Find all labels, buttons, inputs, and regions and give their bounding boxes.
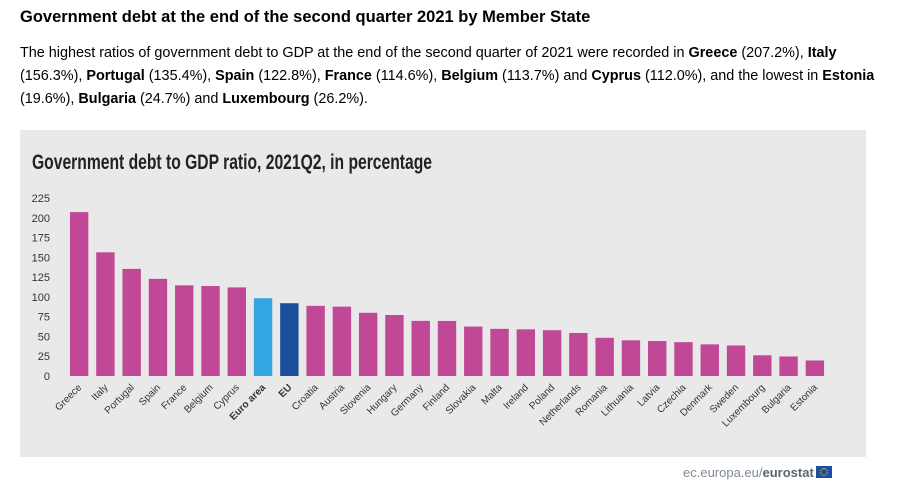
y-tick-label: 125 bbox=[32, 272, 50, 284]
bar-spain bbox=[148, 278, 168, 376]
page-heading: Government debt at the end of the second… bbox=[20, 8, 591, 26]
bars-group bbox=[69, 212, 825, 376]
bar-latvia bbox=[648, 341, 667, 376]
bar-malta bbox=[490, 328, 509, 376]
x-tick-label: EU bbox=[277, 382, 295, 400]
intro-paragraph: The highest ratios of government debt to… bbox=[20, 42, 882, 111]
x-tick-label: Estonia bbox=[789, 382, 821, 414]
bar-lithuania bbox=[621, 340, 641, 376]
x-tick-label: Greece bbox=[53, 382, 84, 413]
bar-germany bbox=[411, 320, 430, 376]
y-tick-label: 100 bbox=[32, 292, 50, 304]
bar-eu bbox=[280, 303, 299, 376]
bar-belgium bbox=[201, 286, 220, 376]
intro-country: Spain bbox=[215, 68, 255, 84]
y-tick-label: 200 bbox=[32, 213, 50, 225]
intro-text: (24.7%) and bbox=[135, 91, 223, 107]
intro-country: Belgium bbox=[441, 68, 499, 84]
x-tick-label: Croatia bbox=[290, 382, 321, 413]
bar-sweden bbox=[726, 345, 746, 376]
bar-austria bbox=[332, 306, 352, 376]
bar-slovenia bbox=[358, 312, 378, 376]
intro-text: The highest ratios of government debt to… bbox=[20, 45, 689, 61]
bar-bulgaria bbox=[779, 356, 798, 376]
bar-romania bbox=[595, 337, 614, 376]
intro-text: (114.6%), bbox=[371, 68, 442, 84]
y-tick-label: 75 bbox=[38, 312, 50, 324]
intro-country: Cyprus bbox=[591, 68, 641, 84]
intro-text: (112.0%), and the lowest in bbox=[640, 68, 823, 84]
intro-text: (135.4%), bbox=[144, 68, 216, 84]
bar-cyprus bbox=[227, 287, 246, 376]
intro-country: Greece bbox=[688, 45, 738, 61]
y-tick-label: 0 bbox=[44, 371, 50, 383]
bar-greece bbox=[69, 212, 89, 376]
bar-netherlands bbox=[569, 332, 588, 376]
bar-euro-area bbox=[253, 298, 273, 376]
bar-hungary bbox=[385, 315, 404, 376]
intro-country: Estonia bbox=[822, 68, 875, 84]
x-tick-label: Ireland bbox=[502, 382, 531, 411]
bar-france bbox=[175, 285, 194, 376]
bar-estonia bbox=[805, 360, 825, 376]
bar-finland bbox=[437, 320, 457, 376]
bar-italy bbox=[96, 252, 115, 376]
y-axis: 0 25 50 75 100 125 150 175 200 225 bbox=[32, 193, 50, 383]
eu-flag-icon bbox=[815, 466, 832, 478]
intro-text: (122.8%), bbox=[254, 68, 325, 84]
intro-text: (113.7%) and bbox=[498, 68, 592, 84]
x-tick-label: Italy bbox=[90, 382, 111, 403]
bar-denmark bbox=[700, 344, 719, 376]
bar-portugal bbox=[122, 268, 141, 376]
intro-country: Luxembourg bbox=[222, 91, 310, 107]
bar-czechia bbox=[674, 342, 693, 376]
intro-text: (207.2%), bbox=[737, 45, 808, 61]
intro-country: France bbox=[324, 68, 372, 84]
y-tick-label: 225 bbox=[32, 193, 50, 205]
intro-country: Bulgaria bbox=[78, 91, 136, 107]
footer-brand: eurostat bbox=[762, 464, 814, 480]
y-tick-label: 25 bbox=[38, 351, 50, 363]
eurostat-footer[interactable]: ec.europa.eu/eurostat bbox=[683, 463, 832, 481]
bar-poland bbox=[542, 330, 562, 376]
intro-text: (19.6%), bbox=[20, 91, 79, 107]
x-tick-label: Belgium bbox=[182, 382, 215, 415]
footer-site: ec.europa.eu/ bbox=[683, 464, 763, 480]
bar-croatia bbox=[306, 305, 325, 376]
intro-text: (26.2%). bbox=[309, 91, 368, 107]
intro-country: Portugal bbox=[86, 68, 145, 84]
y-tick-label: 150 bbox=[32, 252, 50, 264]
chart-title: Government debt to GDP ratio, 2021Q2, in… bbox=[32, 151, 432, 174]
x-tick-label: Bulgaria bbox=[760, 382, 794, 416]
y-tick-label: 175 bbox=[32, 233, 50, 245]
intro-country: Italy bbox=[807, 45, 837, 61]
bar-luxembourg bbox=[753, 355, 772, 376]
intro-text: (156.3%), bbox=[20, 68, 87, 84]
bar-ireland bbox=[516, 329, 536, 376]
chart-panel: Government debt to GDP ratio, 2021Q2, in… bbox=[20, 130, 866, 457]
y-tick-label: 50 bbox=[38, 331, 50, 343]
debt-bar-chart: Government debt to GDP ratio, 2021Q2, in… bbox=[32, 151, 825, 430]
bar-slovakia bbox=[464, 326, 483, 376]
